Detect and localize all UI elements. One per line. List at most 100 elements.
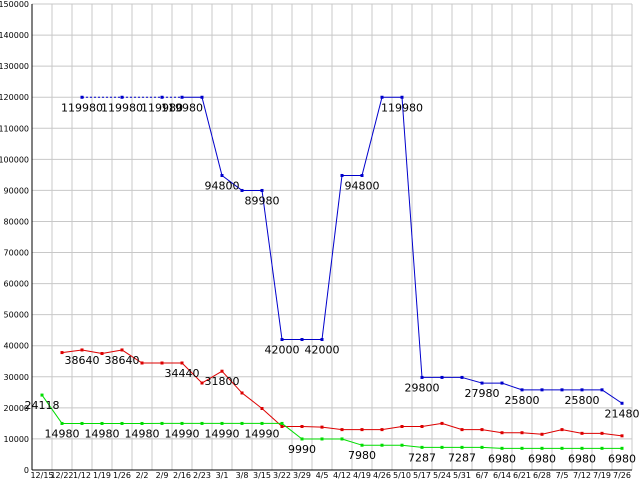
data-label: 119980 — [141, 101, 183, 114]
series-segment — [201, 370, 223, 384]
x-tick-label: 1/26 — [113, 471, 131, 480]
series-segment — [381, 426, 403, 431]
data-point — [180, 421, 184, 425]
data-point — [360, 173, 364, 177]
x-tick-label: 2/9 — [156, 471, 169, 480]
data-point — [340, 437, 344, 441]
data-point — [620, 434, 624, 438]
series-segment — [481, 429, 503, 434]
series-segment — [601, 432, 623, 437]
axes — [31, 4, 632, 471]
x-tick-label: 7/5 — [556, 471, 569, 480]
data-point — [320, 425, 324, 429]
data-point — [420, 425, 424, 429]
y-tick-labels: 0 10000 20000 30000 40000 50000 60000 70000 8000… — [0, 0, 29, 475]
x-tick-label: 7/19 — [593, 471, 611, 480]
y-tick-label: 30000 — [4, 373, 29, 382]
data-point — [500, 446, 504, 450]
data-point — [420, 375, 424, 379]
data-point — [580, 446, 584, 450]
x-tick-label: 5/17 — [413, 471, 431, 480]
y-tick-label: 150000 — [0, 0, 29, 9]
data-point — [60, 351, 64, 355]
data-label: 14990 — [205, 427, 240, 440]
data-label: 14980 — [125, 427, 160, 440]
x-tick-label: 4/12 — [333, 471, 351, 480]
series-segment — [181, 362, 203, 384]
x-tick-label: 5/31 — [453, 471, 471, 480]
data-point — [80, 348, 84, 352]
x-tick-label: 3/1 — [216, 471, 229, 480]
x-tick-label: 3/8 — [236, 471, 249, 480]
data-point — [100, 352, 104, 355]
data-point — [120, 421, 124, 425]
x-tick-label: 5/24 — [433, 471, 451, 480]
series-segment — [241, 392, 263, 409]
data-point — [360, 428, 364, 432]
series-segment — [321, 175, 343, 340]
y-tick-label: 130000 — [0, 62, 29, 71]
y-tick-label: 70000 — [4, 249, 29, 258]
data-point — [240, 391, 244, 395]
series-lines — [40, 95, 624, 450]
data-point — [600, 431, 604, 435]
data-point — [420, 445, 424, 449]
data-point — [400, 95, 404, 99]
data-point — [540, 432, 544, 436]
data-point — [580, 388, 584, 392]
data-point — [80, 95, 84, 99]
data-label: 94800 — [345, 179, 380, 192]
data-point — [560, 428, 564, 432]
data-point — [540, 446, 544, 450]
data-point — [200, 381, 204, 385]
data-point — [40, 393, 44, 397]
data-label: 31800 — [205, 375, 240, 388]
x-tick-label: 3/22 — [273, 471, 291, 480]
data-point — [80, 421, 84, 425]
series-segment — [521, 432, 543, 435]
series-segment — [321, 426, 343, 431]
data-point — [100, 421, 104, 425]
x-tick-label: 1/12 — [73, 471, 91, 480]
data-label: 24118 — [25, 399, 60, 412]
x-tick-label: 5/10 — [393, 471, 411, 480]
data-point — [380, 428, 384, 432]
data-label: 6980 — [608, 452, 636, 465]
x-tick-label: 4/26 — [373, 471, 391, 480]
x-tick-label: 2/16 — [173, 471, 191, 480]
data-point — [460, 375, 464, 379]
x-tick-label: 3/15 — [253, 471, 271, 480]
data-point — [400, 425, 404, 429]
data-point — [280, 338, 284, 342]
series-segment — [601, 389, 623, 404]
data-label: 14980 — [85, 427, 120, 440]
x-tick-label: 2/2 — [136, 471, 149, 480]
data-point — [500, 381, 504, 385]
series-segment — [361, 97, 383, 176]
data-point — [280, 421, 284, 425]
data-point — [480, 381, 484, 385]
data-point — [260, 421, 264, 425]
data-point — [220, 421, 224, 425]
series-segment — [121, 349, 143, 364]
series-segment — [401, 444, 423, 448]
series-segment — [461, 376, 483, 384]
data-point — [300, 437, 304, 441]
data-point — [480, 445, 484, 449]
data-point — [340, 173, 344, 177]
x-tick-label: 4/5 — [316, 471, 329, 480]
data-point — [280, 425, 284, 429]
x-tick-label: 2/23 — [193, 471, 211, 480]
series-segment — [61, 349, 83, 354]
data-label: 119980 — [161, 101, 203, 114]
x-tick-label: 4/19 — [353, 471, 371, 480]
data-point — [260, 406, 264, 410]
data-label: 94800 — [205, 179, 240, 192]
data-label: 38640 — [105, 354, 140, 367]
x-tick-label: 1/19 — [93, 471, 111, 480]
data-label: 9990 — [288, 443, 316, 456]
data-point — [220, 173, 224, 177]
data-point — [380, 95, 384, 99]
x-tick-label: 7/12 — [573, 471, 591, 480]
